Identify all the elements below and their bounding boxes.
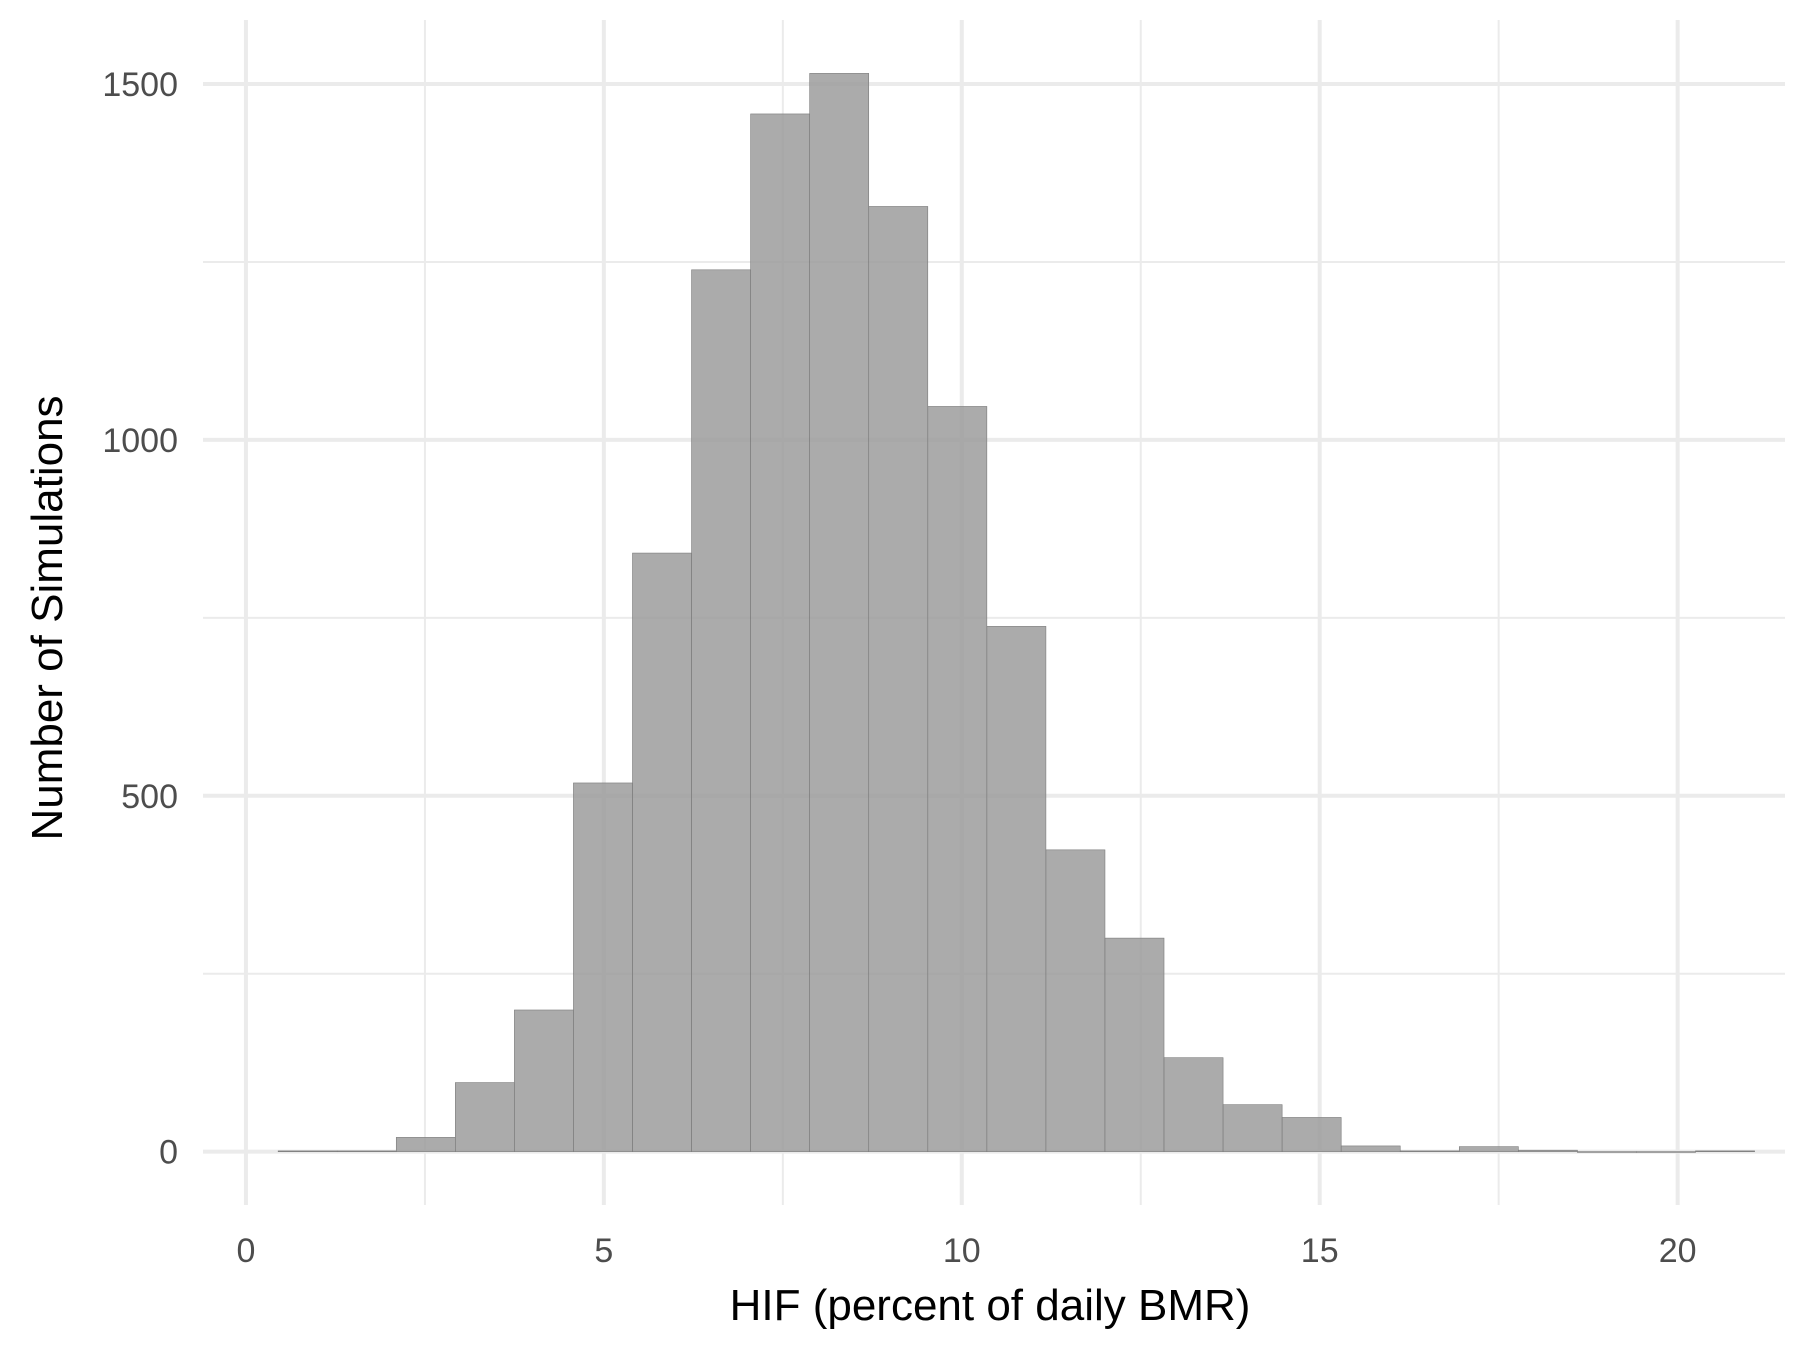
x-axis-title: HIF (percent of daily BMR) <box>730 1281 1251 1330</box>
x-tick-label: 0 <box>236 1232 255 1270</box>
x-tick-label: 10 <box>943 1232 981 1270</box>
x-tick-label: 5 <box>594 1232 613 1270</box>
histogram-bar <box>1222 1104 1283 1152</box>
y-tick-label: 0 <box>159 1134 178 1172</box>
histogram-bar <box>336 1150 397 1153</box>
histogram-bar <box>1104 937 1165 1152</box>
histogram-bar <box>986 626 1047 1152</box>
tick-label-layer: 0 5 10 15 20 0 500 1000 1500 <box>102 66 1696 1270</box>
histogram-bar <box>750 113 810 1152</box>
bar-layer <box>277 73 1755 1153</box>
histogram-bar <box>455 1082 515 1152</box>
histogram-bar <box>632 552 692 1152</box>
y-tick-label: 500 <box>121 778 178 816</box>
x-tick-label: 20 <box>1659 1232 1697 1270</box>
histogram-bar <box>1577 1151 1637 1153</box>
y-tick-label: 1500 <box>102 66 178 104</box>
histogram-bar <box>1281 1117 1342 1152</box>
histogram-bar <box>927 406 988 1152</box>
histogram-bar <box>1399 1150 1460 1153</box>
histogram-bar <box>1636 1151 1696 1153</box>
y-tick-label: 1000 <box>102 422 178 460</box>
histogram-bar <box>1695 1150 1755 1153</box>
histogram-bar <box>868 206 929 1152</box>
x-tick-label: 15 <box>1301 1232 1339 1270</box>
histogram-bar <box>1518 1149 1578 1152</box>
y-axis-title: Number of Simulations <box>23 395 72 840</box>
histogram-bar <box>514 1009 574 1152</box>
histogram-bar <box>277 1150 338 1153</box>
histogram-bar <box>573 782 633 1152</box>
histogram-bar <box>395 1137 456 1152</box>
histogram-bar <box>691 269 751 1152</box>
histogram-bar <box>1340 1145 1401 1152</box>
histogram-bar <box>1458 1146 1519 1152</box>
histogram-bar <box>1045 849 1106 1152</box>
histogram-bar <box>1163 1057 1224 1152</box>
histogram-bar <box>809 73 870 1152</box>
